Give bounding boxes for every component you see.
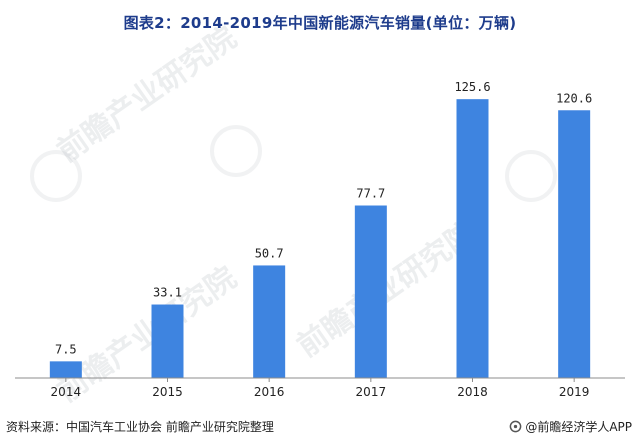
bar: [49, 361, 82, 378]
x-tick-label: 2017: [356, 385, 387, 399]
bar: [253, 265, 286, 378]
data-label: 125.6: [454, 80, 490, 94]
x-tick-label: 2016: [254, 385, 285, 399]
x-tick-label: 2015: [152, 385, 183, 399]
bar: [354, 205, 387, 378]
data-label: 33.1: [153, 286, 182, 300]
x-tick-label: 2019: [559, 385, 590, 399]
data-label: 77.7: [356, 187, 385, 201]
bar: [456, 99, 489, 378]
data-label: 7.5: [55, 342, 77, 356]
data-label: 120.6: [556, 91, 592, 105]
x-tick-label: 2014: [51, 385, 82, 399]
bar: [151, 304, 184, 378]
x-tick-label: 2018: [457, 385, 488, 399]
bar: [558, 110, 591, 378]
brand-credit: @前瞻经济学人APP: [509, 418, 632, 435]
chart-title: 图表2：2014-2019年中国新能源汽车销量(单位：万辆): [123, 14, 517, 32]
brand-logo-icon: [509, 420, 522, 433]
source-note: 资料来源：中国汽车工业协会 前瞻产业研究院整理: [6, 420, 274, 434]
data-label: 50.7: [255, 246, 284, 260]
brand-label: @前瞻经济学人APP: [525, 420, 632, 434]
